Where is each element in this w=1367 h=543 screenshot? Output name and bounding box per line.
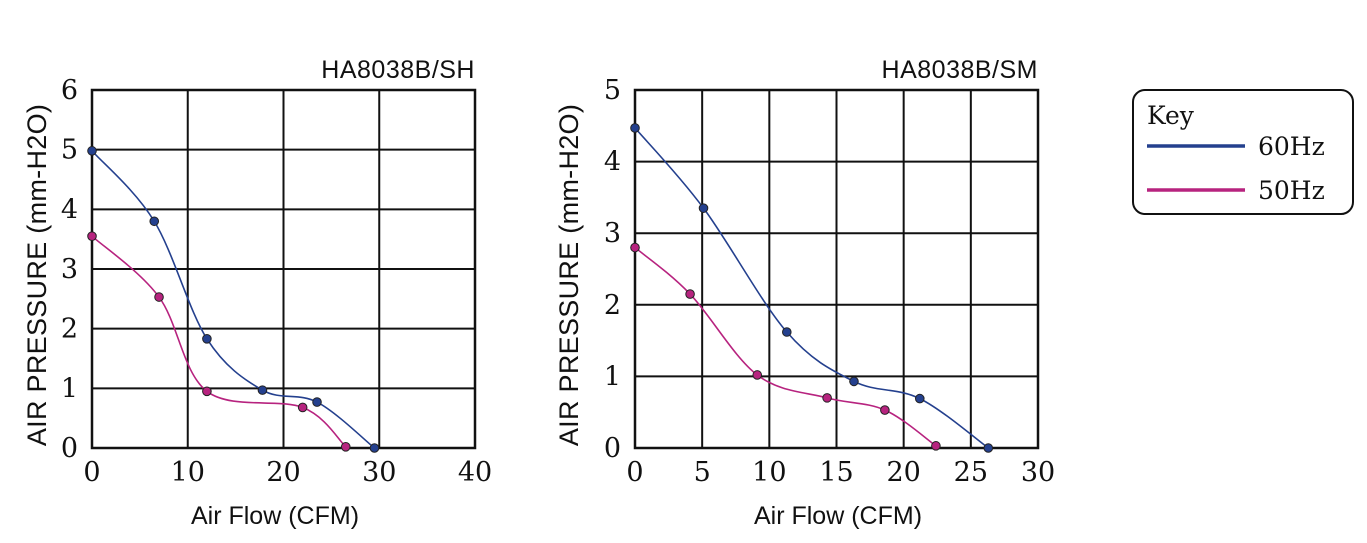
data-point-50hz <box>87 231 97 241</box>
chart-sh: 0 10 20 30 40 0 1 2 3 4 5 6 HA8038B/SH Air Flow (CFM)… <box>22 56 492 530</box>
y-tick-label: 1 <box>604 361 621 392</box>
y-tick-label: 1 <box>61 373 78 404</box>
data-point-60hz <box>914 393 925 404</box>
data-point-60hz <box>312 397 322 407</box>
series-line-50hz <box>91 235 347 448</box>
y-tick-label: 4 <box>61 194 78 225</box>
plot-frame <box>90 88 477 450</box>
plot-frame <box>633 88 1040 450</box>
data-point-60hz <box>257 385 268 395</box>
x-tick-label: 25 <box>954 457 988 488</box>
data-point-60hz <box>87 146 97 156</box>
y-tick-label: 5 <box>604 75 621 106</box>
data-point-60hz <box>369 443 380 453</box>
x-tick-label: 0 <box>83 457 100 488</box>
legend-label-50hz: 50Hz <box>1258 176 1325 205</box>
y-tick-label: 5 <box>61 135 78 166</box>
x-tick-label: 15 <box>819 457 853 488</box>
x-tick-label: 20 <box>886 457 920 488</box>
chart-title: HA8038B/SH <box>321 56 475 84</box>
x-axis-label: Air Flow (CFM) <box>191 502 359 530</box>
x-tick-label: 5 <box>694 457 711 488</box>
data-point-50hz <box>630 242 640 253</box>
data-point-60hz <box>849 376 859 387</box>
chart-sm: 0 5 10 15 20 25 30 0 1 2 3 4 5 HA8038B/SM Air Flow (CF… <box>554 56 1055 530</box>
x-tick-label: 0 <box>626 457 643 488</box>
legend-box <box>1132 89 1354 215</box>
y-tick-label: 3 <box>604 218 621 249</box>
x-tick-label: 10 <box>171 457 205 488</box>
y-axis-label: AIR PRESSURE (mm-H2O) <box>22 104 52 446</box>
data-point-50hz <box>202 386 212 397</box>
y-axis-label: AIR PRESSURE (mm-H2O) <box>554 104 584 446</box>
data-point-60hz <box>202 334 212 344</box>
data-point-50hz <box>752 370 763 380</box>
data-point-50hz <box>931 441 941 451</box>
y-tick-label: 6 <box>61 75 78 106</box>
x-tick-label: 10 <box>752 457 786 488</box>
y-tick-label: 3 <box>61 254 78 285</box>
y-tick-label: 0 <box>604 433 621 464</box>
x-tick-label: 20 <box>266 457 300 488</box>
legend-label-60hz: 60Hz <box>1258 132 1325 161</box>
y-tick-label: 2 <box>61 314 78 345</box>
y-tick-label: 2 <box>604 290 621 321</box>
y-tick-label: 4 <box>604 147 621 178</box>
x-tick-label: 30 <box>362 457 396 488</box>
data-point-60hz <box>149 216 160 227</box>
x-tick-label: 30 <box>1021 457 1055 488</box>
data-point-60hz <box>698 203 709 213</box>
legend: Key 60Hz 50Hz <box>1132 89 1354 215</box>
data-point-60hz <box>630 123 640 133</box>
data-point-50hz <box>685 289 695 299</box>
x-axis-label: Air Flow (CFM) <box>754 502 922 530</box>
data-point-50hz <box>880 405 890 415</box>
chart-title: HA8038B/SM <box>882 56 1038 84</box>
data-point-60hz <box>983 443 994 453</box>
series-line-50hz <box>634 246 937 447</box>
series-line-60hz <box>634 127 989 449</box>
data-point-50hz <box>822 393 832 403</box>
series-line-60hz <box>91 150 375 449</box>
data-point-50hz <box>340 442 351 452</box>
data-point-60hz <box>781 327 792 337</box>
y-tick-label: 0 <box>61 433 78 464</box>
data-point-50hz <box>154 292 164 302</box>
data-point-50hz <box>297 402 308 413</box>
legend-title: Key <box>1147 101 1195 130</box>
x-tick-label: 40 <box>458 457 492 488</box>
